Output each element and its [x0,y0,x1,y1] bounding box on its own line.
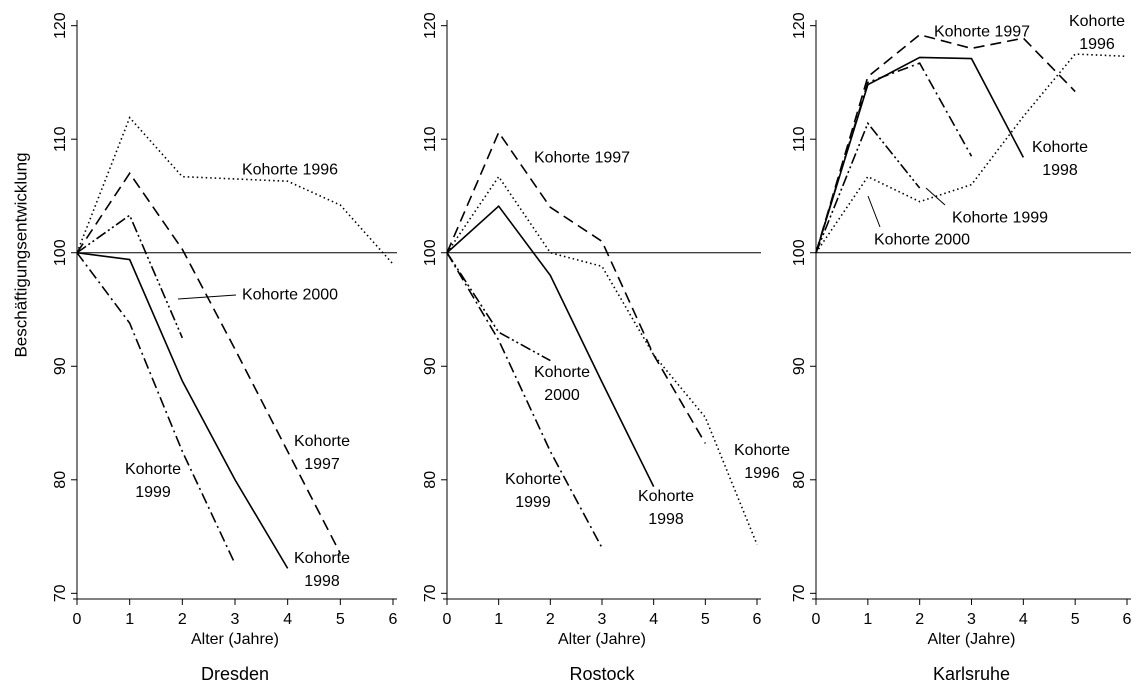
series-label: Kohorte 1996 [241,161,339,179]
panel-title: Karlsruhe [933,664,1010,684]
series-label: Kohorte 1999 [951,209,1049,227]
x-tick-label: 6 [389,611,398,628]
y-tick-label: 110 [52,126,69,152]
x-tick-label: 3 [231,611,240,628]
series-label: Kohorte 2000 [241,286,339,304]
series-label: Kohorte 1999 [504,471,562,511]
y-tick-label: 80 [791,471,808,489]
series-line [446,252,603,549]
x-axis-label: Alter (Jahre) [191,631,279,648]
y-tick-label: 120 [422,12,439,39]
series-label: Kohorte 1996 [1068,13,1126,53]
x-tick-label: 3 [598,611,607,628]
series-line [446,130,707,444]
x-tick-label: 0 [443,611,452,628]
x-tick-label: 4 [649,611,658,628]
x-tick-label: 4 [1019,611,1028,628]
y-tick-label: 90 [52,357,69,375]
x-tick-label: 4 [283,611,292,628]
y-tick-label: 90 [422,357,439,375]
series-label: Kohorte 1999 [124,461,182,501]
y-tick-label: 70 [422,584,439,602]
y-tick-label: 80 [422,471,439,489]
x-tick-label: 6 [1123,611,1132,628]
x-tick-label: 2 [546,611,555,628]
series-line [76,171,342,554]
x-axis-label: Alter (Jahre) [927,631,1015,648]
y-tick-label: 120 [52,12,69,39]
y-tick-label: 100 [52,239,69,266]
series-line [815,56,1025,253]
x-tick-label: 0 [812,611,821,628]
x-tick-label: 2 [178,611,187,628]
series-line [76,252,236,565]
y-tick-label: 70 [52,584,69,602]
x-tick-label: 6 [753,611,762,628]
y-tick-label: 110 [422,126,439,152]
y-tick-label: 100 [791,239,808,266]
series-line [815,33,1076,253]
x-tick-label: 5 [701,611,710,628]
x-tick-label: 5 [1071,611,1080,628]
y-tick-label: 100 [422,239,439,266]
y-tick-label: 70 [791,584,808,602]
x-axis-label: Alter (Jahre) [558,631,646,648]
series-label: Kohorte 1998 [293,550,351,590]
series-line [815,62,973,253]
x-tick-label: 2 [915,611,924,628]
series-label: Kohorte 1997 [933,23,1031,41]
y-axis-label: Beschäftigungsentwicklung [11,152,30,357]
x-tick-label: 1 [863,611,872,628]
x-tick-label: 1 [125,611,134,628]
series-line [446,175,758,545]
y-tick-label: 120 [791,12,808,39]
series-line [76,251,289,569]
series-line [446,252,551,362]
label-pointer [925,187,946,206]
label-pointer [177,294,237,300]
y-tick-label: 90 [791,357,808,375]
label-pointer [867,195,881,228]
series-line [815,121,921,254]
series-label: Kohorte 1998 [637,488,695,528]
series-label: Kohorte 1997 [293,433,351,473]
x-tick-label: 3 [967,611,976,628]
series-label: Kohorte 1997 [533,149,631,167]
series-label: Kohorte 2000 [533,364,591,404]
y-tick-label: 80 [52,471,69,489]
y-tick-label: 110 [791,126,808,152]
x-tick-label: 5 [336,611,345,628]
x-tick-label: 0 [73,611,82,628]
series-label: Kohorte 2000 [873,231,971,249]
panel-title: Rostock [569,664,635,684]
series-label: Kohorte 1998 [1031,139,1089,179]
series-line [76,116,394,265]
panel-title: Dresden [201,664,269,684]
series-line [446,205,655,487]
series-label: Kohorte 1996 [733,442,791,482]
series-line [76,214,184,339]
x-tick-label: 1 [494,611,503,628]
